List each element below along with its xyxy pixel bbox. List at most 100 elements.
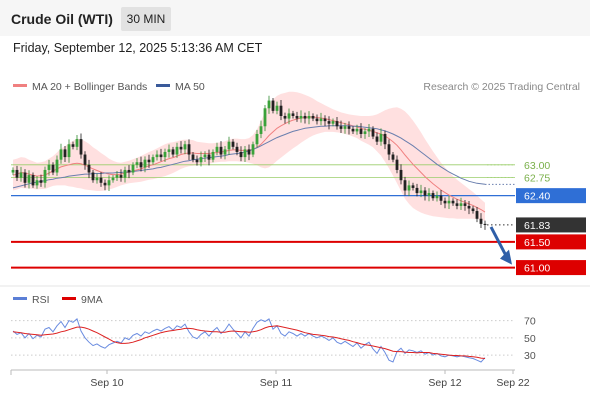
candle-body xyxy=(43,169,47,183)
candle-body xyxy=(371,128,375,137)
candle-body xyxy=(279,105,283,116)
level-label-3: 61.83 xyxy=(524,220,550,232)
candle-body xyxy=(263,108,267,127)
candle-body xyxy=(55,159,59,173)
level-tag-5 xyxy=(516,260,586,276)
candle-body xyxy=(159,154,163,158)
level-lines xyxy=(11,164,515,269)
x-tick-label-2: Sep 12 xyxy=(428,377,461,389)
candle-body xyxy=(427,193,431,196)
timeframe-button[interactable]: 30 MIN xyxy=(121,7,171,31)
rsi-tick-30: 30 xyxy=(524,350,536,362)
candle-body xyxy=(359,128,363,134)
forecast-arrow-head xyxy=(500,249,512,265)
legend-ma50-swatch xyxy=(156,84,170,87)
candle-body xyxy=(131,164,135,173)
rsi-tick-70: 70 xyxy=(524,316,536,328)
candle-body xyxy=(191,154,195,160)
candle-body xyxy=(215,146,219,152)
candle-body xyxy=(187,144,191,155)
timestamp: Friday, September 12, 2025 5:13:36 AM CE… xyxy=(13,41,263,55)
candle-body xyxy=(255,133,259,145)
candle-body xyxy=(295,115,299,119)
candle-body xyxy=(95,177,99,181)
legend-ma20-label: MA 20 + Bollinger Bands xyxy=(32,81,147,93)
candle-body xyxy=(335,121,339,127)
rsi-tick-50: 50 xyxy=(524,333,536,345)
candle-body xyxy=(47,164,51,170)
candle-body xyxy=(475,211,479,219)
candle-body xyxy=(219,146,223,155)
candle-body xyxy=(99,177,103,183)
candle-body xyxy=(239,151,243,158)
candle-body xyxy=(31,175,35,186)
candle-body xyxy=(211,151,215,160)
candle-body xyxy=(179,146,183,150)
level-tag-3 xyxy=(516,217,586,233)
candle-body xyxy=(303,115,307,119)
candle-body xyxy=(275,105,279,111)
candle-body xyxy=(83,154,87,165)
candle-body xyxy=(299,115,303,119)
candle-body xyxy=(139,162,143,168)
candle-body xyxy=(387,144,391,155)
level-label-1: 62.75 xyxy=(524,173,550,185)
candle-body xyxy=(315,118,319,122)
candle-body xyxy=(403,180,407,191)
candle-body xyxy=(151,157,155,163)
instrument-title: Crude Oil (WTI) xyxy=(11,11,113,27)
candle-body xyxy=(67,144,71,158)
legend-ma20-swatch xyxy=(13,84,27,87)
legend-9ma-swatch xyxy=(62,297,76,300)
candle-body xyxy=(259,126,263,134)
candle-body xyxy=(91,172,95,181)
level-tag-4 xyxy=(516,234,586,250)
level-label-4: 61.50 xyxy=(524,237,550,249)
candlesticks xyxy=(11,95,487,230)
candle-body xyxy=(367,128,371,132)
candle-body xyxy=(415,187,419,194)
candle-body xyxy=(203,154,207,158)
candle-body xyxy=(459,203,463,206)
candle-body xyxy=(411,185,415,188)
candle-body xyxy=(423,190,427,196)
rsi-gridlines: 70 50 30 xyxy=(11,316,536,362)
candle-body xyxy=(343,126,347,129)
candle-body xyxy=(467,205,471,209)
candle-body xyxy=(11,169,15,173)
candle-body xyxy=(175,146,179,155)
candle-body xyxy=(443,200,447,204)
candle-body xyxy=(355,128,359,132)
candle-body xyxy=(291,113,295,116)
level-tag-2 xyxy=(516,188,586,204)
level-label-2: 62.40 xyxy=(524,191,550,203)
legend-rsi-swatch xyxy=(13,297,27,300)
candle-body xyxy=(183,144,187,150)
level-label-0: 63.00 xyxy=(524,160,550,172)
candle-body xyxy=(287,113,291,119)
candle-body xyxy=(323,118,327,122)
candle-body xyxy=(379,133,383,142)
candle-body xyxy=(243,149,247,158)
candle-body xyxy=(447,200,451,204)
level-label-5: 61.00 xyxy=(524,263,550,275)
candle-body xyxy=(327,121,331,124)
candle-body xyxy=(251,144,255,155)
candle-body xyxy=(419,190,423,194)
candle-body xyxy=(171,149,175,155)
candle-body xyxy=(19,172,23,178)
rsi-lines xyxy=(12,318,486,363)
candle-body xyxy=(207,154,211,160)
candle-body xyxy=(283,115,287,119)
x-axis: Sep 10 Sep 11 Sep 12 Sep 22 xyxy=(90,370,530,389)
candle-body xyxy=(79,139,83,155)
legend-rsi-label: RSI xyxy=(32,294,50,306)
candle-body xyxy=(63,149,67,158)
candle-body xyxy=(319,118,323,122)
candle-body xyxy=(87,164,91,173)
candle-body xyxy=(479,218,483,224)
candle-body xyxy=(223,149,227,155)
legend-9ma-label: 9MA xyxy=(81,294,103,306)
